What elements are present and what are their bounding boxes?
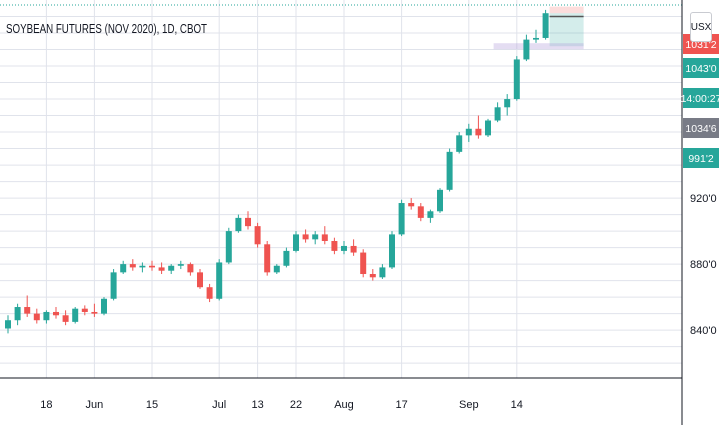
candle-body — [129, 264, 136, 268]
candle-body — [417, 206, 424, 218]
y-tick-label: 880'0 — [690, 259, 717, 271]
candle-body — [158, 267, 165, 271]
candle-body — [216, 262, 223, 299]
candle-body — [139, 265, 146, 268]
candle-body — [465, 128, 472, 136]
countdown-marker-bg — [683, 88, 719, 108]
candle-body — [369, 274, 376, 278]
candle-body — [225, 231, 232, 263]
candle-body — [398, 203, 405, 235]
candle-body — [91, 311, 98, 314]
x-tick-label: 14 — [511, 399, 523, 411]
stop-zone — [549, 6, 584, 14]
candle-body — [149, 265, 155, 268]
candle-body — [312, 234, 319, 240]
x-tick-label: 13 — [251, 399, 263, 411]
candle-body — [283, 250, 290, 266]
candle-body — [254, 226, 261, 245]
countdown-marker: 14:00:27 — [681, 93, 720, 105]
x-tick-label: Jun — [86, 399, 104, 411]
candle-body — [81, 308, 88, 312]
entry-price-marker: 1043'0 — [685, 63, 716, 75]
x-tick-label: 22 — [290, 399, 302, 411]
candle-body — [427, 211, 434, 218]
candle-body — [494, 107, 501, 121]
candle-body — [110, 272, 117, 299]
price-markers: 1031'2 1043'0 14:00:27 1034'6 991'2 — [681, 34, 720, 168]
candles — [5, 9, 549, 334]
target-zone — [549, 13, 584, 47]
candle-body — [475, 128, 482, 136]
candle-body — [43, 311, 50, 321]
target-price-marker-bg — [683, 148, 719, 168]
candle-body — [197, 272, 203, 288]
position-range-bar — [493, 43, 584, 50]
candle-body — [187, 264, 194, 273]
candle-body — [485, 120, 491, 136]
candle-body — [379, 267, 386, 278]
candle-body — [302, 234, 309, 240]
candle-body — [72, 308, 79, 322]
candle-body — [62, 315, 69, 322]
candle-body — [245, 217, 251, 227]
candle-body — [14, 307, 21, 321]
candle-body — [350, 245, 357, 253]
candle-body — [341, 245, 347, 251]
candle-body — [456, 135, 463, 152]
x-tick-label: Jul — [212, 399, 226, 411]
candle-body — [408, 203, 415, 207]
candle-body — [293, 234, 299, 251]
candle-body — [321, 234, 328, 241]
y-tick-label: 920'0 — [690, 193, 717, 205]
entry-price-marker-bg — [683, 58, 719, 78]
currency-button[interactable]: USX — [690, 12, 712, 42]
candle-body — [264, 244, 271, 273]
chart-title: SOYBEAN FUTURES (NOV 2020), 1D, CBOT — [6, 22, 208, 36]
candle-body — [273, 265, 280, 273]
last-price-marker: 1031'2 — [685, 39, 716, 51]
candle-body — [24, 307, 31, 314]
candle-body — [446, 151, 453, 190]
candle-body — [542, 13, 549, 38]
candle-body — [533, 37, 539, 40]
stop-price-marker-bg — [683, 118, 719, 138]
x-tick-label: 17 — [395, 399, 407, 411]
candle-body — [177, 264, 184, 266]
x-tick-label: 15 — [146, 399, 158, 411]
candle-body — [168, 265, 175, 271]
x-tick-label: Aug — [334, 399, 354, 411]
candle-body — [331, 240, 338, 251]
candle-body — [360, 252, 367, 275]
candle-body — [389, 234, 395, 268]
candle-body — [235, 217, 242, 232]
x-tick-label: Sep — [459, 399, 479, 411]
y-tick-label: 840'0 — [690, 325, 717, 337]
candle-body — [33, 313, 40, 321]
stop-price-marker: 1034'6 — [685, 123, 716, 135]
candle-body — [504, 99, 511, 108]
grid-lines — [0, 0, 682, 378]
candle-body — [101, 298, 107, 314]
position-box — [493, 6, 584, 50]
candle-body — [513, 59, 520, 100]
candle-body — [523, 39, 530, 60]
candle-body — [5, 320, 11, 329]
candle-body — [206, 287, 213, 299]
candle-body — [120, 264, 127, 273]
x-tick-label: 18 — [40, 399, 52, 411]
candle-body — [53, 311, 59, 316]
candle-body — [437, 189, 443, 212]
target-price-marker: 991'2 — [688, 153, 714, 165]
